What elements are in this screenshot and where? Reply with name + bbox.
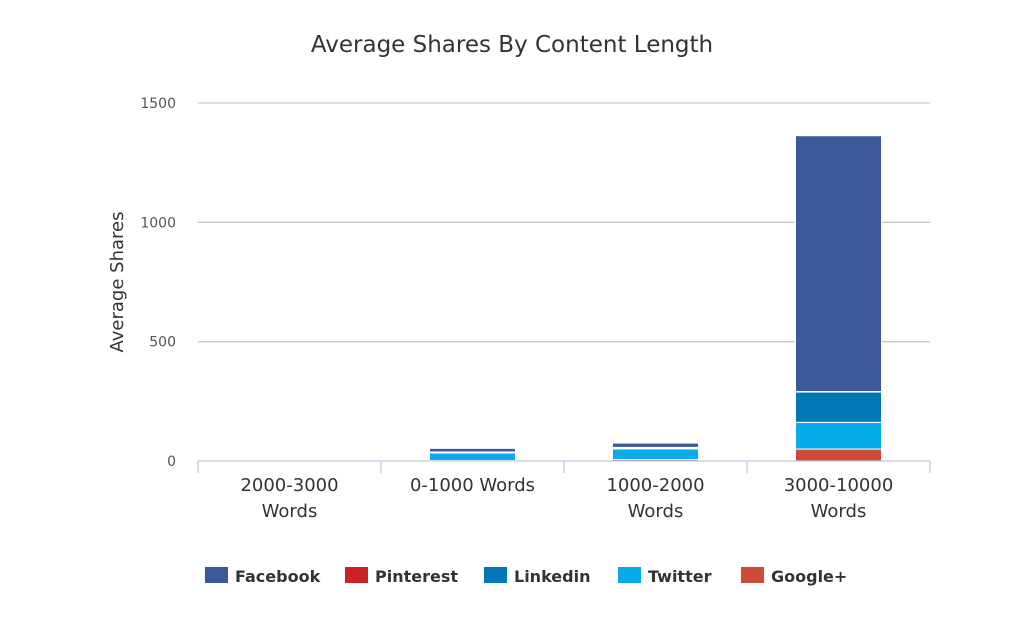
legend-swatch — [618, 567, 641, 583]
legend-swatch — [741, 567, 764, 583]
x-tick-label: 3000-10000 Words — [784, 475, 894, 522]
chart-title: Average Shares By Content Length — [311, 32, 713, 58]
bar-segment-twitter — [795, 421, 882, 450]
legend-label: Facebook — [235, 567, 321, 586]
bar-segment-twitter — [429, 452, 516, 462]
y-tick-label: 0 — [167, 454, 176, 470]
legend-item-google-[interactable]: Google+ — [741, 567, 847, 586]
legend-item-twitter[interactable]: Twitter — [618, 567, 712, 586]
x-tick-label-line: Words — [262, 501, 318, 522]
x-tick-label-line: 3000-10000 — [784, 475, 894, 496]
x-tick-label-line: 1000-2000 — [606, 475, 704, 496]
legend-item-linkedin[interactable]: Linkedin — [484, 567, 590, 586]
y-tick-label: 1500 — [140, 96, 176, 112]
legend[interactable]: Facebook Pinterest Linkedin Twitter Google+ — [205, 567, 847, 586]
x-tick-label-line: Words — [811, 501, 867, 522]
bar-segment-facebook — [429, 447, 516, 453]
x-tick-label-line: Words — [628, 501, 684, 522]
legend-item-facebook[interactable]: Facebook — [205, 567, 321, 586]
bar-segment-google- — [795, 448, 882, 462]
bar-segment-twitter — [612, 448, 699, 461]
x-tick-label: 2000-3000 Words — [240, 475, 338, 522]
legend-swatch — [345, 567, 368, 583]
legend-swatch — [484, 567, 507, 583]
legend-label: Linkedin — [514, 567, 590, 586]
legend-swatch — [205, 567, 228, 583]
y-axis-label: Average Shares — [107, 212, 128, 353]
legend-item-pinterest[interactable]: Pinterest — [345, 567, 458, 586]
legend-label: Google+ — [771, 567, 847, 586]
bar-segment-facebook — [612, 442, 699, 448]
x-tick-label-line: 0-1000 Words — [410, 475, 535, 496]
bar-segment-facebook — [795, 135, 882, 393]
y-tick-label: 500 — [149, 335, 176, 351]
legend-label: Twitter — [648, 567, 712, 586]
x-tick-label: 1000-2000 Words — [606, 475, 704, 522]
bar-segment-linkedin — [795, 391, 882, 423]
bars — [429, 135, 882, 462]
x-tick-label-line: 2000-3000 — [240, 475, 338, 496]
x-axis: 2000-3000 Words 0-1000 Words 1000-2000 Words… — [197, 460, 931, 522]
x-tick-label: 0-1000 Words — [410, 475, 535, 496]
legend-label: Pinterest — [375, 567, 458, 586]
y-tick-label: 1000 — [140, 215, 176, 231]
